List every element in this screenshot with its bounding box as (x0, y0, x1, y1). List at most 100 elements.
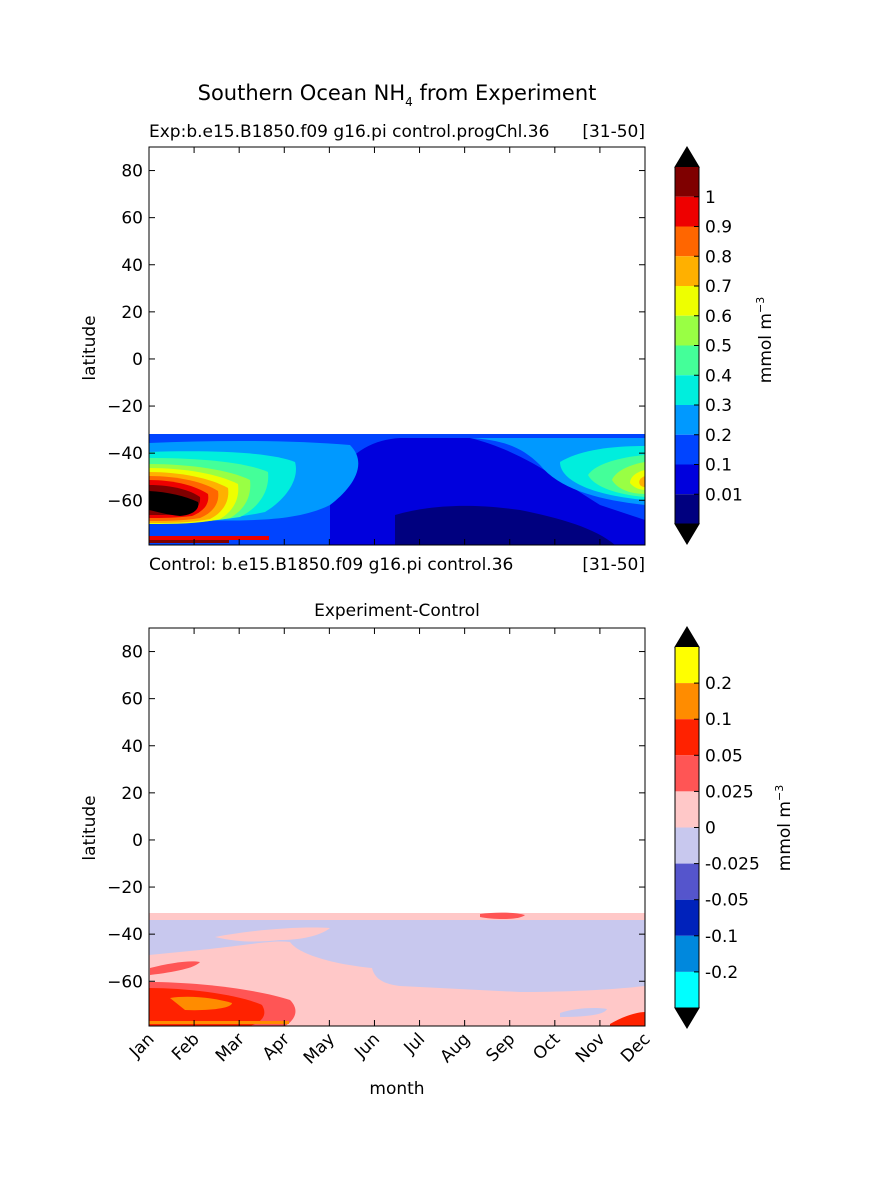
colorbar-tick-label: 0.6 (705, 307, 732, 327)
colorbar-swatch (675, 405, 699, 435)
colorbar-swatch (675, 434, 699, 465)
bottom-contour-0.2 (149, 1021, 289, 1024)
colorbar-tick-label: 0.5 (705, 337, 732, 357)
colorbar-swatch (675, 286, 699, 316)
x-tick-label: Jan (125, 1029, 158, 1062)
top-ylabel: latitude (80, 315, 100, 380)
colorbar-swatch (675, 647, 699, 684)
colorbar-extend-max (674, 626, 700, 648)
x-tick-label: Feb (168, 1029, 203, 1064)
top-panel-plot-area (149, 147, 645, 545)
bottom-y-axis: 80 60 40 20 0 −20 −40 −60 (107, 643, 645, 992)
colorbar-tick-label: 0.4 (705, 366, 732, 386)
bottom-ylabel: latitude (80, 795, 100, 860)
y-tick-label: −20 (107, 397, 143, 417)
y-tick-label: −40 (107, 925, 143, 945)
colorbar-swatch (675, 315, 699, 346)
colorbar-swatch (675, 464, 699, 495)
colorbar-swatch (675, 375, 699, 405)
colorbar-tick-label: 0.1 (705, 710, 732, 730)
bottom-plot-frame (148, 627, 646, 1027)
y-tick-label: −20 (107, 878, 143, 898)
x-tick-label: Dec (617, 1029, 654, 1066)
top-colorbar-label: mmol m−3 (754, 297, 776, 383)
colorbar-tick-label: 0.1 (705, 456, 732, 476)
colorbar-tick-label: -0.1 (705, 927, 738, 947)
colorbar-extend-min (674, 523, 700, 545)
top-panel-title-left: Exp:b.e15.B1850.f09 g16.pi control.progC… (149, 122, 549, 142)
colorbar-swatch (675, 256, 699, 286)
bottom-colorbar: 0.2 0.1 0.05 0.025 0 -0.025 -0.05 -0.1 -0.2 (674, 626, 760, 1029)
figure-title: Southern Ocean NH4 from Experiment (198, 81, 597, 109)
colorbar-tick-label: 0 (705, 819, 716, 839)
top-y-axis: 80 60 40 20 0 −20 −40 −60 (107, 147, 646, 545)
colorbar-swatch (675, 683, 699, 720)
y-tick-label: −40 (107, 444, 143, 464)
colorbar-tick-label: 0.05 (705, 746, 743, 766)
colorbar-tick-label: 0.01 (705, 485, 743, 505)
y-tick-label: 80 (121, 643, 143, 663)
y-tick-label: −60 (107, 491, 143, 511)
bottom-panel: Experiment-Control 80 60 40 20 0 −20 −40 −60 Ja… (80, 601, 795, 1099)
colorbar-tick-label: 1 (705, 188, 716, 208)
top-panel: Exp:b.e15.B1850.f09 g16.pi control.progC… (80, 122, 776, 575)
colorbar-swatch (675, 167, 699, 197)
x-tick-label: Aug (437, 1029, 475, 1067)
colorbar-swatch (675, 494, 699, 524)
colorbar-swatch (675, 755, 699, 792)
colorbar-swatch (675, 226, 699, 257)
bottom-contour-dec-spot (610, 1012, 645, 1026)
x-tick-label: Mar (212, 1029, 249, 1066)
bottom-panel-title: Experiment-Control (314, 601, 480, 621)
bottom-contour-feb-spot (150, 961, 200, 975)
y-tick-label: 0 (132, 350, 143, 370)
x-tick-label: May (300, 1029, 339, 1068)
x-tick-label: Apr (259, 1029, 294, 1064)
y-tick-label: 20 (121, 784, 143, 804)
bottom-panel-plot-area (149, 628, 645, 1026)
colorbar-swatch (675, 971, 699, 1008)
x-tick-label: Nov (572, 1029, 610, 1067)
top-contour-coast-2 (149, 540, 229, 543)
colorbar-swatch (675, 719, 699, 756)
colorbar-swatch (675, 791, 699, 828)
x-tick-label: Jul (400, 1029, 429, 1058)
top-contour-coast-1 (149, 536, 269, 540)
y-tick-label: 80 (121, 162, 143, 182)
top-colorbar: 1 0.9 0.8 0.7 0.6 0.5 0.4 0.3 0.2 0.1 0.01 (674, 146, 743, 545)
y-tick-label: 40 (121, 737, 143, 757)
bottom-contour-sep-spot (480, 912, 525, 920)
top-contour-0.001 (395, 505, 615, 545)
bottom-contour-low-dec (560, 1008, 607, 1017)
y-tick-label: 0 (132, 831, 143, 851)
colorbar-extend-max (674, 146, 700, 168)
bottom-contour-positive-tongue (215, 927, 330, 942)
colorbar-tick-label: 0.2 (705, 674, 732, 694)
colorbar-swatch (675, 196, 699, 227)
colorbar-tick-label: 0.2 (705, 426, 732, 446)
bottom-xlabel: month (369, 1079, 424, 1099)
y-tick-label: 40 (121, 256, 143, 276)
colorbar-extend-min (674, 1007, 700, 1029)
x-tick-label: Oct (529, 1029, 564, 1064)
colorbar-tick-label: -0.2 (705, 963, 738, 983)
colorbar-swatch (675, 863, 699, 900)
x-tick-label: Sep (482, 1029, 519, 1066)
colorbar-swatch (675, 827, 699, 864)
colorbar-tick-label: -0.025 (705, 855, 760, 875)
top-panel-footer-left: Control: b.e15.B1850.f09 g16.pi control.… (149, 555, 513, 575)
y-tick-label: 20 (121, 303, 143, 323)
colorbar-tick-label: -0.05 (705, 891, 749, 911)
top-plot-frame (148, 146, 646, 546)
colorbar-swatch (675, 899, 699, 936)
top-contour-0.7-right (639, 476, 645, 487)
colorbar-tick-label: 0.8 (705, 247, 732, 267)
colorbar-tick-label: 0.3 (705, 396, 732, 416)
top-panel-footer-right: [31-50] (582, 555, 645, 575)
colorbar-swatch (675, 345, 699, 376)
colorbar-tick-label: 0.025 (705, 782, 754, 802)
y-tick-label: 60 (121, 209, 143, 229)
bottom-contour-0.1 (170, 996, 232, 1011)
bottom-colorbar-label: mmol m−3 (773, 785, 795, 871)
